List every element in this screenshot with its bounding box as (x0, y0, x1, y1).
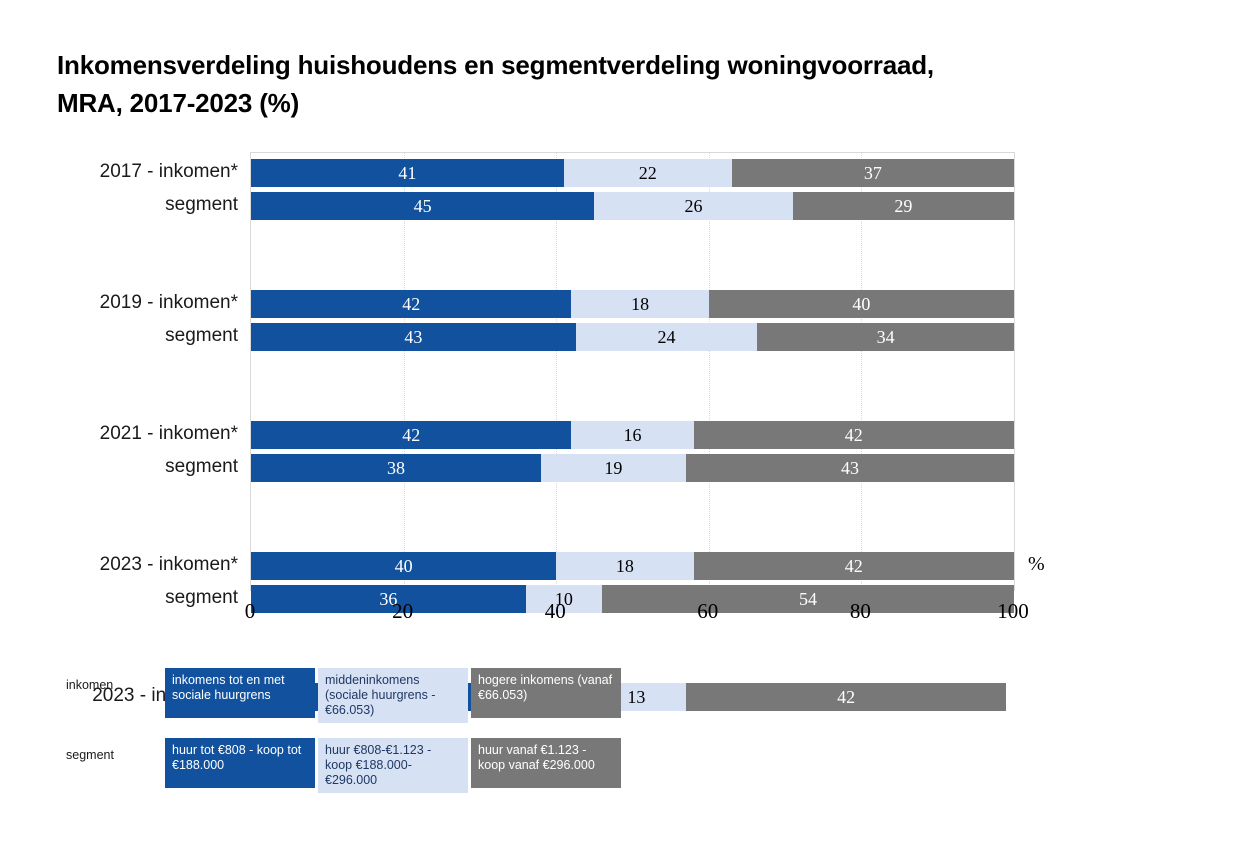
value-label: 42 (402, 294, 420, 315)
value-label: 42 (845, 425, 863, 446)
bar-segment: 19 (541, 454, 686, 482)
bar-segment: 42 (694, 421, 1014, 449)
chart-title-line2: MRA, 2017-2023 (%) (57, 84, 1197, 122)
x-tick-label: 20 (371, 599, 435, 624)
value-label: 43 (404, 327, 422, 348)
value-label: 40 (395, 556, 413, 577)
legend-item-dark: inkomens tot en met sociale huurgrens (165, 668, 315, 718)
row-label-4: 2021 - inkomen* (0, 420, 238, 448)
bar-segment: 41 (251, 159, 564, 187)
legend-item-gray: huur vanaf €1.123 - koop vanaf €296.000 (471, 738, 621, 788)
value-label: 26 (685, 196, 703, 217)
legend-item-light: middeninkomens (sociale huurgrens - €66.… (318, 668, 468, 723)
bar-segment: 42 (686, 683, 1006, 711)
bar-segment: 18 (571, 290, 708, 318)
bar-segment: 34 (757, 323, 1014, 351)
value-label: 40 (852, 294, 870, 315)
x-tick-label: 100 (981, 599, 1045, 624)
bar-segment: 22 (564, 159, 732, 187)
chart-canvas: Inkomensverdeling huishoudens en segment… (0, 0, 1252, 860)
bar-segment: 45 (251, 192, 594, 220)
row-label-7: segment (0, 584, 238, 612)
legend-row-inkomen: inkomeninkomens tot en met sociale huurg… (57, 668, 624, 723)
plot-area: 41 22 37 45 26 29 42 18 40 43 24 34 42 16 42 38 19 43 40 18… (250, 152, 1015, 591)
legend-row-label: inkomen (57, 668, 165, 692)
value-label: 16 (623, 425, 641, 446)
bar-row-0: 41 22 37 (251, 159, 1014, 187)
x-tick-label: 80 (828, 599, 892, 624)
bar-segment: 43 (251, 323, 576, 351)
bar-row-4: 42 16 42 (251, 421, 1014, 449)
value-label: 24 (657, 327, 675, 348)
chart-title: Inkomensverdeling huishoudens en segment… (57, 46, 1197, 122)
bar-segment: 24 (576, 323, 757, 351)
value-label: 37 (864, 163, 882, 184)
legend-item-light: huur €808-€1.123 - koop €188.000-€296.00… (318, 738, 468, 793)
row-label-0: 2017 - inkomen* (0, 158, 238, 186)
bar-segment: 42 (694, 552, 1014, 580)
x-tick-label: 40 (523, 599, 587, 624)
bar-segment: 40 (251, 552, 556, 580)
bar-segment: 38 (251, 454, 541, 482)
legend-row-segment: segmenthuur tot €808 - koop tot €188.000… (57, 738, 624, 793)
bar-segment: 40 (709, 290, 1014, 318)
value-label: 18 (631, 294, 649, 315)
row-label-2: 2019 - inkomen* (0, 289, 238, 317)
row-label-6: 2023 - inkomen* (0, 551, 238, 579)
value-label: 38 (387, 458, 405, 479)
bar-row-2: 42 18 40 (251, 290, 1014, 318)
value-label: 19 (604, 458, 622, 479)
chart-title-line1: Inkomensverdeling huishoudens en segment… (57, 46, 1197, 84)
row-label-1: segment (0, 191, 238, 219)
value-label: 18 (616, 556, 634, 577)
row-label-5: segment (0, 453, 238, 481)
gridline-100 (1014, 153, 1015, 590)
bar-row-6: 40 18 42 (251, 552, 1014, 580)
x-tick-label: 60 (676, 599, 740, 624)
bar-segment: 42 (251, 421, 571, 449)
bar-row-7: 361054 (251, 585, 1014, 613)
value-label: 54 (799, 589, 817, 610)
bar-segment: 43 (686, 454, 1014, 482)
bar-row-3: 43 24 34 (251, 323, 1014, 351)
bar-row-1: 45 26 29 (251, 192, 1014, 220)
legend-row-label: segment (57, 738, 165, 762)
legend-item-dark: huur tot €808 - koop tot €188.000 (165, 738, 315, 788)
row-label-3: segment (0, 322, 238, 350)
value-label: 42 (837, 687, 855, 708)
bar-segment: 42 (251, 290, 571, 318)
value-label: 42 (402, 425, 420, 446)
value-label: 34 (877, 327, 895, 348)
bar-row-5: 38 19 43 (251, 454, 1014, 482)
value-label: 42 (845, 556, 863, 577)
bar-segment: 16 (571, 421, 693, 449)
bar-segment: 29 (793, 192, 1014, 220)
value-label: 29 (894, 196, 912, 217)
value-label: 43 (841, 458, 859, 479)
bar-segment: 54 (602, 585, 1014, 613)
value-label: 22 (639, 163, 657, 184)
value-label: 41 (398, 163, 416, 184)
bar-segment: 26 (594, 192, 792, 220)
value-label: 45 (414, 196, 432, 217)
value-label: 13 (627, 687, 645, 708)
bar-segment: 18 (556, 552, 693, 580)
x-tick-label: 0 (218, 599, 282, 624)
percent-unit-label: % (1028, 553, 1045, 576)
bar-segment: 37 (732, 159, 1014, 187)
legend-item-gray: hogere inkomens (vanaf €66.053) (471, 668, 621, 718)
